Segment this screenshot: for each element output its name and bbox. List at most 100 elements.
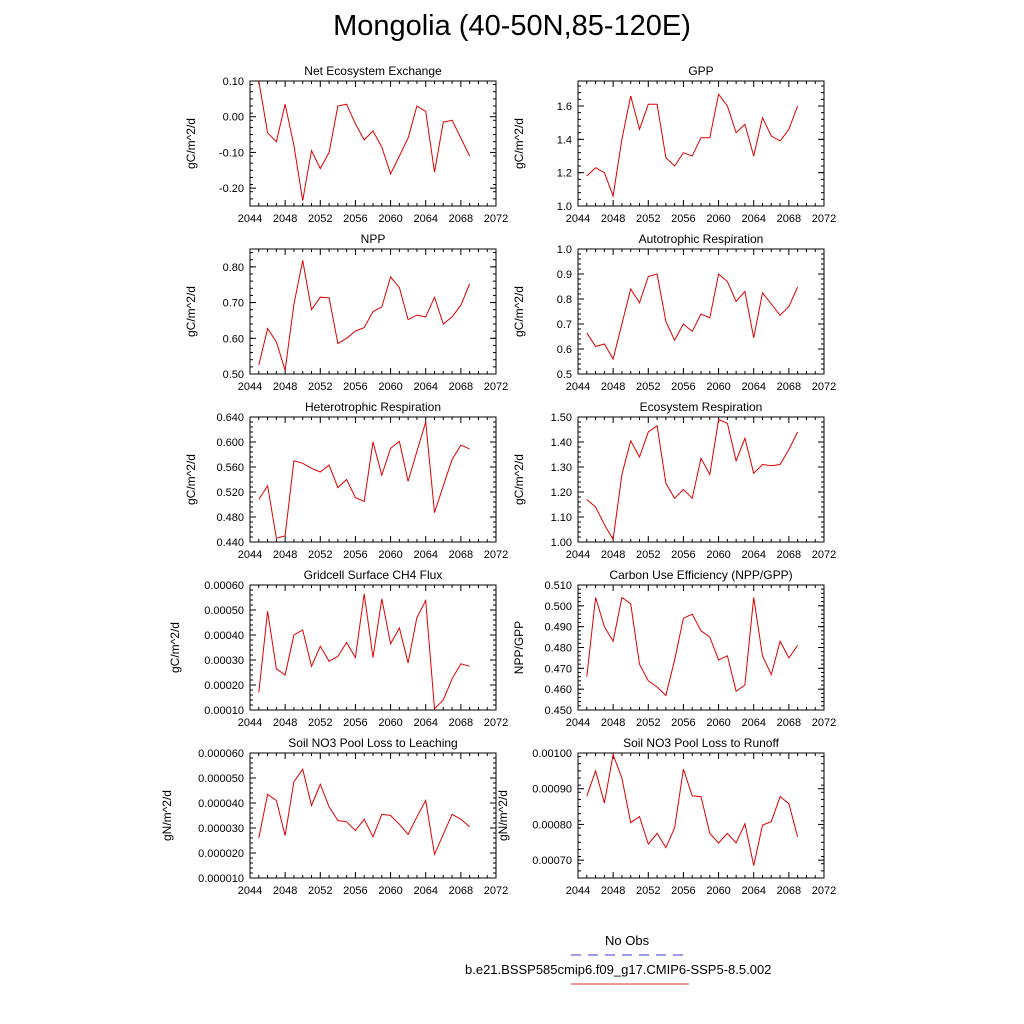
y-axis-label: gC/m^2/d [512, 454, 526, 505]
chart-title: Soil NO3 Pool Loss to Leaching [288, 736, 457, 750]
y-tick-label: 0.000020 [198, 848, 244, 860]
x-tick-label: 2072 [812, 213, 836, 225]
x-tick-label: 2060 [706, 717, 730, 729]
y-tick-label: 0.80 [223, 262, 244, 274]
x-tick-label: 2056 [671, 213, 695, 225]
y-tick-label: 0.8 [557, 294, 572, 306]
x-tick-label: 2068 [777, 213, 801, 225]
y-tick-label: 1.0 [557, 244, 572, 256]
x-tick-label: 2044 [566, 213, 590, 225]
x-tick-label: 2060 [706, 549, 730, 561]
x-tick-label: 2060 [706, 213, 730, 225]
y-tick-label: 0.00090 [532, 784, 572, 796]
y-tick-label: 0.480 [544, 643, 572, 655]
x-tick-label: 2060 [378, 381, 402, 393]
chart-panel-3: NPP gC/m^2/d 2044 2048 2052 2056 2060 2064 2068 2… [184, 232, 508, 393]
y-tick-label: -0.20 [219, 183, 244, 195]
y-axis-label: gN/m^2/d [496, 790, 510, 841]
y-tick-label: 0.00070 [532, 855, 572, 867]
y-tick-label: 0.460 [544, 684, 572, 696]
series-line [258, 421, 470, 539]
chart-panel-7: Gridcell Surface CH4 Flux gC/m^2/d 2044 204… [168, 568, 508, 729]
series-line [258, 768, 470, 857]
y-tick-label: 0.000010 [198, 873, 244, 885]
x-tick-label: 2064 [413, 381, 437, 393]
y-tick-label: 0.00100 [532, 748, 572, 760]
y-tick-label: 0.00060 [204, 580, 244, 592]
x-tick-label: 2052 [636, 213, 660, 225]
x-tick-label: 2064 [413, 549, 437, 561]
y-axis-label: gC/m^2/d [168, 622, 182, 673]
y-tick-label: 1.0 [557, 201, 572, 213]
y-tick-label: -0.10 [219, 147, 244, 159]
y-tick-label: 1.20 [551, 487, 572, 499]
x-tick-label: 2056 [343, 213, 367, 225]
chart-panel-1: Net Ecosystem Exchange gC/m^2/d 2044 2048 20… [184, 64, 508, 225]
x-tick-label: 2056 [343, 549, 367, 561]
x-tick-label: 2056 [671, 885, 695, 897]
x-tick-label: 2044 [566, 549, 590, 561]
y-tick-label: 0.9 [557, 269, 572, 281]
legend-label-no-obs: No Obs [605, 933, 650, 948]
series-line [586, 418, 799, 542]
x-tick-label: 2060 [378, 717, 402, 729]
y-axis-label: gN/m^2/d [160, 790, 174, 841]
x-tick-label: 2064 [413, 885, 437, 897]
series-line [586, 273, 799, 361]
x-tick-label: 2052 [308, 717, 332, 729]
x-tick-label: 2060 [706, 381, 730, 393]
x-tick-label: 2048 [273, 213, 297, 225]
y-tick-label: 0.520 [216, 487, 244, 499]
y-tick-label: 1.00 [551, 537, 572, 549]
x-tick-label: 2048 [273, 717, 297, 729]
y-tick-label: 0.000060 [198, 748, 244, 760]
chart-title: Soil NO3 Pool Loss to Runoff [623, 736, 780, 750]
x-tick-label: 2072 [812, 381, 836, 393]
y-tick-label: 0.00020 [204, 680, 244, 692]
x-tick-label: 2048 [273, 885, 297, 897]
chart-title: Net Ecosystem Exchange [304, 64, 442, 78]
x-tick-label: 2060 [706, 885, 730, 897]
x-tick-label: 2064 [413, 717, 437, 729]
x-tick-label: 2064 [741, 381, 765, 393]
y-tick-label: 0.00010 [204, 705, 244, 717]
x-tick-label: 2064 [741, 213, 765, 225]
y-tick-label: 1.2 [557, 168, 572, 180]
y-tick-label: 0.560 [216, 462, 244, 474]
chart-title: Gridcell Surface CH4 Flux [304, 568, 443, 582]
x-tick-label: 2052 [308, 381, 332, 393]
x-tick-label: 2060 [378, 885, 402, 897]
y-tick-label: 0.5 [557, 369, 572, 381]
x-tick-label: 2068 [777, 549, 801, 561]
series-line [258, 80, 471, 201]
plot-frame [577, 752, 825, 879]
x-tick-label: 2056 [671, 717, 695, 729]
y-tick-label: 0.10 [223, 76, 244, 88]
x-tick-label: 2048 [601, 213, 625, 225]
chart-title: Carbon Use Efficiency (NPP/GPP) [609, 568, 792, 582]
x-tick-label: 2052 [308, 885, 332, 897]
x-tick-label: 2048 [601, 381, 625, 393]
x-tick-label: 2044 [238, 885, 262, 897]
x-tick-label: 2044 [238, 549, 262, 561]
x-tick-label: 2068 [777, 885, 801, 897]
page-title: Mongolia (40-50N,85-120E) [333, 10, 691, 42]
x-tick-label: 2064 [741, 717, 765, 729]
y-tick-label: 0.500 [544, 601, 572, 613]
y-axis-label: gC/m^2/d [184, 118, 198, 169]
plot-frame [249, 584, 497, 711]
x-tick-label: 2052 [636, 717, 660, 729]
x-tick-label: 2072 [484, 381, 508, 393]
y-tick-label: 0.00080 [532, 819, 572, 831]
x-tick-label: 2072 [484, 885, 508, 897]
x-tick-label: 2072 [484, 717, 508, 729]
y-axis-label: gC/m^2/d [512, 118, 526, 169]
series-line [258, 593, 470, 710]
chart-panel-10: Soil NO3 Pool Loss to Runoff gN/m^2/d 2044… [496, 736, 836, 897]
y-tick-label: 0.6 [557, 344, 572, 356]
chart-panel-8: Carbon Use Efficiency (NPP/GPP) NPP/GPP 20… [512, 568, 836, 729]
x-tick-label: 2068 [777, 717, 801, 729]
x-tick-label: 2056 [671, 381, 695, 393]
x-tick-label: 2044 [566, 885, 590, 897]
